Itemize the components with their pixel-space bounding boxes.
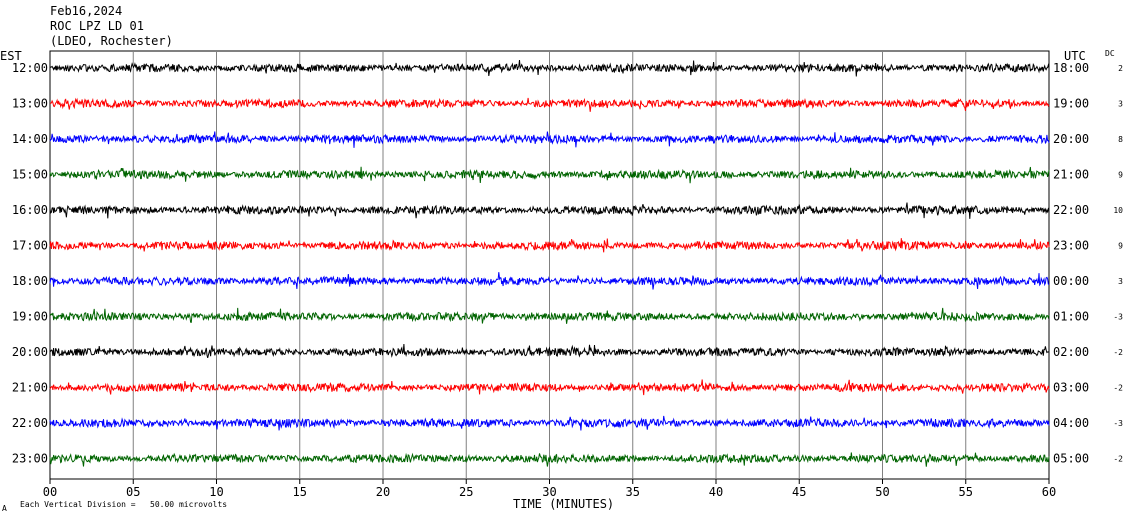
est-hour-label: 20:00 [12, 345, 48, 359]
x-tick-label: 50 [875, 485, 889, 499]
x-tick-label: 15 [293, 485, 307, 499]
chart-date: Feb16,2024 [50, 4, 123, 18]
dc-value: 9 [1118, 242, 1123, 251]
dc-value: 2 [1118, 64, 1123, 73]
utc-hour-label: 03:00 [1053, 381, 1089, 395]
trace-1200 [49, 60, 1050, 77]
x-tick-label: 35 [626, 485, 640, 499]
est-hour-label: 22:00 [12, 416, 48, 430]
est-hour-label: 18:00 [12, 274, 48, 288]
trace-2300 [49, 452, 1050, 467]
dc-value: -2 [1113, 384, 1123, 393]
x-tick-label: 60 [1042, 485, 1056, 499]
utc-hour-label: 04:00 [1053, 416, 1089, 430]
trace-1800 [49, 272, 1050, 290]
utc-hour-label: 22:00 [1053, 203, 1089, 217]
x-tick-label: 55 [959, 485, 973, 499]
dc-label: DC [1105, 49, 1115, 58]
dc-value: -2 [1113, 455, 1123, 464]
utc-hour-label: 02:00 [1053, 345, 1089, 359]
est-hour-label: 21:00 [12, 381, 48, 395]
x-tick-label: 05 [126, 485, 140, 499]
trace-2100 [49, 379, 1050, 396]
est-axis-label: EST [0, 49, 22, 63]
est-hour-label: 13:00 [12, 97, 48, 111]
dc-value: 10 [1113, 206, 1123, 215]
network-name: (LDEO, Rochester) [50, 34, 173, 48]
dc-value: -2 [1113, 348, 1123, 357]
est-hour-label: 17:00 [12, 239, 48, 253]
utc-hour-label: 19:00 [1053, 97, 1089, 111]
trace-1700 [49, 238, 1050, 253]
dc-value: 8 [1118, 135, 1123, 144]
trace-1500 [49, 166, 1050, 184]
dc-value: 3 [1118, 100, 1123, 109]
x-tick-label: 00 [43, 485, 57, 499]
trace-1400 [49, 131, 1050, 148]
x-axis-label: TIME (MINUTES) [513, 497, 615, 511]
x-tick-label: 25 [459, 485, 473, 499]
est-hour-label: 12:00 [12, 61, 48, 75]
est-hour-label: 19:00 [12, 310, 48, 324]
trace-1600 [49, 202, 1050, 219]
utc-hour-label: 20:00 [1053, 132, 1089, 146]
x-tick-label: 45 [792, 485, 806, 499]
x-tick-label: 40 [709, 485, 723, 499]
utc-hour-label: 01:00 [1053, 310, 1089, 324]
trace-1900 [49, 307, 1050, 324]
est-hour-label: 16:00 [12, 203, 48, 217]
trace-2000 [49, 343, 1050, 359]
dc-value: -3 [1113, 313, 1123, 322]
dc-value: -3 [1113, 419, 1123, 428]
trace-2200 [49, 415, 1050, 431]
est-hour-label: 14:00 [12, 132, 48, 146]
x-tick-label: 10 [209, 485, 223, 499]
dc-value: 3 [1118, 277, 1123, 286]
est-hour-label: 15:00 [12, 168, 48, 182]
trace-1300 [49, 97, 1050, 112]
x-tick-label: 20 [376, 485, 390, 499]
utc-hour-label: 23:00 [1053, 239, 1089, 253]
utc-hour-label: 05:00 [1053, 452, 1089, 466]
dc-value: 9 [1118, 171, 1123, 180]
x-tick-label: 30 [542, 485, 556, 499]
utc-hour-label: 21:00 [1053, 168, 1089, 182]
utc-axis-label: UTC [1064, 49, 1086, 63]
est-hour-label: 23:00 [12, 452, 48, 466]
utc-hour-label: 18:00 [1053, 61, 1089, 75]
corner-mark: A [2, 504, 7, 513]
scale-note: Each Vertical Division = 50.00 microvolt… [20, 500, 228, 509]
utc-hour-label: 00:00 [1053, 274, 1089, 288]
station-name: ROC LPZ LD 01 [50, 19, 144, 33]
